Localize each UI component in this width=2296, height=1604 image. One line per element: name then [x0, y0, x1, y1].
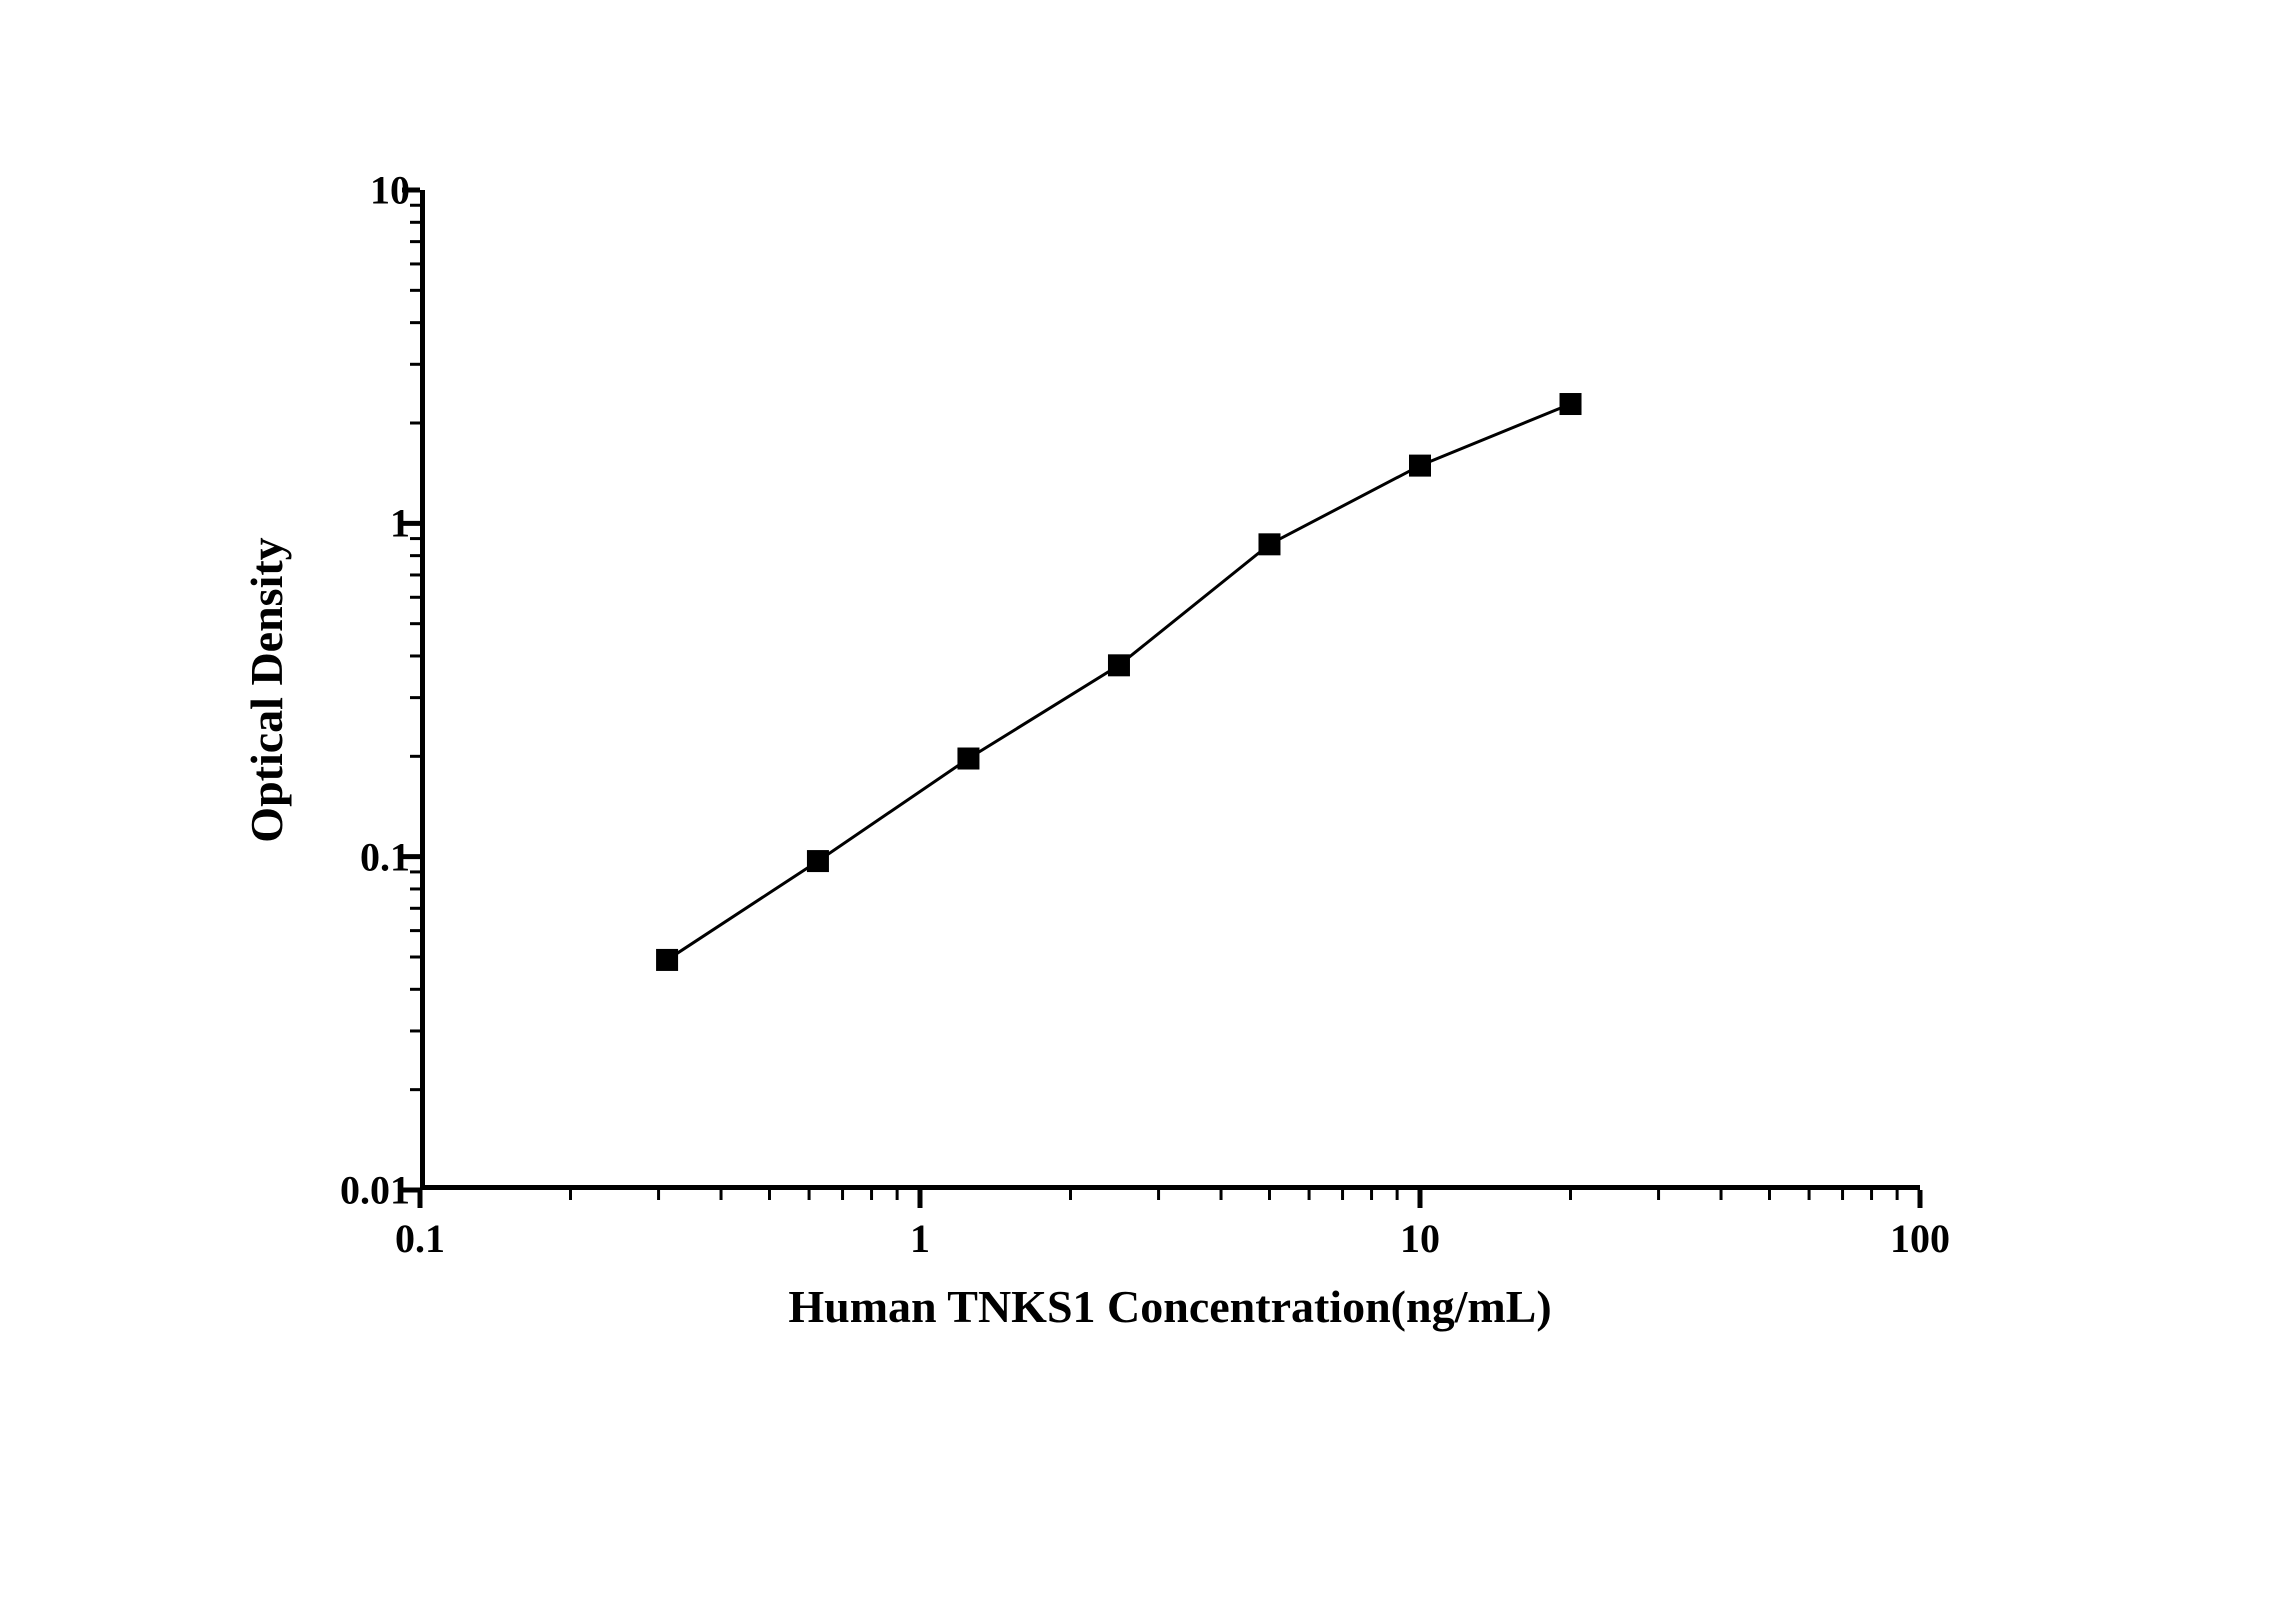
- data-marker: [1258, 533, 1280, 555]
- data-marker: [957, 748, 979, 770]
- chart-container: Optical Density Human TNKS1 Concentratio…: [290, 160, 2010, 1340]
- x-tick-label: 0.1: [395, 1215, 445, 1262]
- x-tick-label: 100: [1890, 1215, 1950, 1262]
- y-tick-label: 1: [390, 500, 410, 547]
- data-marker: [1560, 393, 1582, 415]
- data-marker: [1409, 455, 1431, 477]
- y-tick-label: 0.1: [360, 833, 410, 880]
- x-axis-label: Human TNKS1 Concentration(ng/mL): [420, 1280, 1920, 1333]
- y-axis-label: Optical Density: [240, 537, 293, 842]
- y-tick-label: 10: [370, 167, 410, 214]
- data-marker: [656, 949, 678, 971]
- data-line-group: [667, 404, 1570, 960]
- x-ticks-group: [420, 1190, 1920, 1208]
- x-tick-label: 10: [1400, 1215, 1440, 1262]
- data-polyline: [667, 404, 1570, 960]
- x-tick-label: 1: [910, 1215, 930, 1262]
- data-marker: [1108, 654, 1130, 676]
- y-tick-label: 0.01: [340, 1167, 410, 1214]
- y-ticks-group: [402, 190, 420, 1190]
- data-markers-group: [656, 393, 1581, 971]
- chart-svg: [420, 190, 1920, 1190]
- data-marker: [807, 850, 829, 872]
